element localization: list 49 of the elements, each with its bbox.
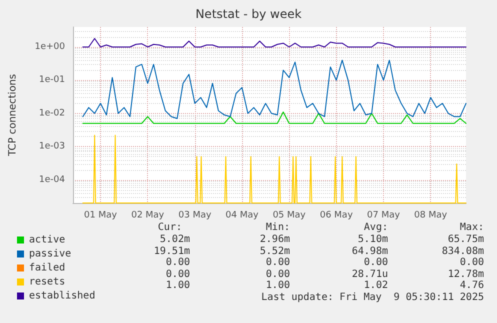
legend-label: resets bbox=[29, 276, 66, 288]
text: 5.52m bbox=[260, 246, 290, 257]
text: 64.98m bbox=[352, 246, 388, 257]
text: Min: bbox=[266, 222, 290, 233]
text: Cur: bbox=[158, 222, 182, 233]
text: 0.00 bbox=[266, 268, 290, 280]
text: 28.71u bbox=[352, 268, 388, 280]
x-tick-label: 01 May bbox=[84, 210, 118, 220]
x-tick-label: 02 May bbox=[131, 210, 165, 220]
x-tick-label: 03 May bbox=[178, 210, 212, 220]
text: 12.78m bbox=[448, 268, 484, 280]
text: 1.00 bbox=[266, 280, 290, 292]
x-tick-label: 07 May bbox=[367, 210, 401, 220]
x-tick-label: 04 May bbox=[226, 210, 260, 220]
x-tick-label: 05 May bbox=[272, 210, 306, 220]
text: 2.96m bbox=[260, 234, 290, 245]
chart-title: Netstat - by week bbox=[195, 7, 302, 21]
line-series bbox=[82, 112, 466, 124]
text: 834.08m bbox=[442, 246, 484, 257]
text: Last update: Fri May 9 05:30:11 2025 bbox=[261, 292, 484, 303]
text: 0.00 bbox=[460, 257, 484, 268]
y-tick-label: 1e+00 bbox=[34, 42, 66, 52]
line-series bbox=[82, 134, 466, 204]
text: 19.51m bbox=[154, 246, 190, 257]
line-series bbox=[82, 38, 466, 48]
y-tick-label: 1e-02 bbox=[39, 108, 65, 118]
text: 1.02 bbox=[364, 280, 388, 292]
text: 5.10m bbox=[358, 234, 388, 245]
text: 0.00 bbox=[166, 268, 190, 280]
text: 1.00 bbox=[166, 280, 190, 292]
y-tick-label: 1e-01 bbox=[39, 75, 65, 86]
x-tick-label: 06 May bbox=[320, 210, 354, 220]
legend-label: established bbox=[29, 290, 96, 302]
text: 0.00 bbox=[166, 257, 190, 268]
line-series bbox=[82, 60, 466, 120]
legend-label: failed bbox=[29, 262, 66, 274]
y-tick-label: 1e-03 bbox=[39, 142, 65, 152]
text: Avg: bbox=[364, 222, 388, 233]
y-tick-label: 1e-04 bbox=[39, 174, 66, 185]
text: 4.76 bbox=[460, 280, 484, 292]
text: 65.75m bbox=[448, 234, 484, 245]
legend-label: active bbox=[29, 234, 66, 246]
text: 0.00 bbox=[266, 257, 290, 268]
text: 0.00 bbox=[364, 257, 388, 268]
text: Max: bbox=[460, 222, 484, 233]
legend-label: passive bbox=[29, 248, 72, 260]
text: 5.02m bbox=[160, 234, 190, 245]
y-axis-title: TCP connections bbox=[8, 74, 18, 158]
x-tick-label: 08 May bbox=[414, 210, 448, 220]
